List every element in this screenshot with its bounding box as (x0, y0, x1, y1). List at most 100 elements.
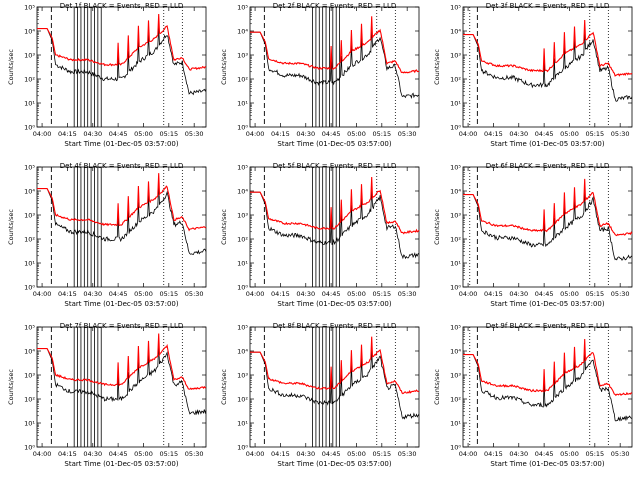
x-tick-label: 04:45 (535, 290, 554, 298)
x-tick-label: 05:30 (398, 450, 417, 458)
y-tick-label: 10⁰ (24, 124, 35, 132)
y-tick-label: 10⁵ (237, 4, 248, 12)
y-tick-label: 10⁰ (450, 444, 461, 452)
x-tick-label: 04:00 (33, 450, 52, 458)
y-tick-label: 10³ (24, 212, 35, 220)
detector-panel-9: Det 9f BLACK = Events, RED = LLD 10⁰ 10¹ 10… (426, 320, 639, 480)
lld-series-line (250, 176, 420, 235)
x-axis-label: Start Time (01-Dec-05 03:57:00) (64, 140, 178, 148)
x-tick-label: 05:30 (611, 290, 630, 298)
x-tick-label: 04:45 (109, 130, 128, 138)
x-tick-label: 05:30 (185, 450, 204, 458)
y-tick-label: 10² (450, 396, 461, 404)
detector-panel-7: Det 7f BLACK = Events, RED = LLD 10⁰ 10¹ 10… (0, 320, 213, 480)
panel-title: Det 5f BLACK = Events, RED = LLD (273, 162, 396, 170)
x-axis-label: Start Time (01-Dec-05 03:57:00) (277, 140, 391, 148)
y-tick-label: 10⁵ (24, 324, 35, 332)
x-tick-label: 05:30 (611, 450, 630, 458)
x-tick-label: 04:45 (535, 130, 554, 138)
detector-panel-8: Det 8f BLACK = Events, RED = LLD 10⁰ 10¹ 10… (213, 320, 426, 480)
y-tick-label: 10⁵ (237, 164, 248, 172)
lld-series-line (250, 336, 420, 395)
x-tick-label: 04:30 (509, 130, 528, 138)
x-axis-label: Start Time (01-Dec-05 03:57:00) (277, 460, 391, 468)
x-axis-label: Start Time (01-Dec-05 03:57:00) (490, 300, 604, 308)
detector-chart-4: Det 4f BLACK = Events, RED = LLD 10⁰ 10¹ 10… (7, 162, 207, 308)
detector-panel-1: Det 1f BLACK = Events, RED = LLD 10⁰ 10¹ 10… (0, 0, 213, 160)
plot-frame (462, 326, 633, 448)
x-tick-label: 04:15 (484, 450, 503, 458)
x-tick-label: 04:15 (58, 290, 77, 298)
x-tick-label: 04:45 (322, 130, 341, 138)
detector-chart-9: Det 9f BLACK = Events, RED = LLD 10⁰ 10¹ 10… (433, 322, 633, 468)
x-tick-label: 05:30 (185, 130, 204, 138)
x-tick-label: 04:15 (271, 130, 290, 138)
y-tick-label: 10² (237, 396, 248, 404)
x-tick-label: 05:30 (398, 290, 417, 298)
detector-chart-7: Det 7f BLACK = Events, RED = LLD 10⁰ 10¹ 10… (7, 322, 207, 468)
y-tick-label: 10³ (450, 52, 461, 60)
x-tick-label: 05:15 (159, 450, 178, 458)
x-tick-label: 05:00 (560, 450, 579, 458)
x-tick-label: 04:30 (83, 130, 102, 138)
x-tick-label: 04:30 (296, 130, 315, 138)
x-tick-label: 04:00 (33, 290, 52, 298)
detector-panel-4: Det 4f BLACK = Events, RED = LLD 10⁰ 10¹ 10… (0, 160, 213, 320)
y-axis-label: Counts/sec (7, 369, 15, 405)
y-tick-label: 10⁴ (450, 188, 461, 196)
y-tick-label: 10⁴ (24, 28, 35, 36)
events-series-line (250, 27, 420, 100)
events-series-line (37, 342, 207, 416)
x-tick-label: 04:15 (58, 450, 77, 458)
y-tick-label: 10¹ (450, 420, 461, 428)
x-axis-label: Start Time (01-Dec-05 03:57:00) (64, 460, 178, 468)
y-tick-label: 10¹ (237, 260, 248, 268)
x-tick-label: 04:00 (459, 450, 478, 458)
y-tick-label: 10⁴ (237, 28, 248, 36)
events-series-line (250, 187, 419, 260)
detector-chart-3: Det 3f BLACK = Events, RED = LLD 10⁰ 10¹ 10… (433, 2, 633, 148)
y-tick-label: 10² (24, 396, 35, 404)
panel-title: Det 4f BLACK = Events, RED = LLD (60, 162, 183, 170)
plot-frame (249, 166, 420, 288)
panel-title: Det 8f BLACK = Events, RED = LLD (273, 322, 396, 330)
x-tick-label: 04:45 (109, 450, 128, 458)
y-axis-label: Counts/sec (7, 209, 15, 245)
y-tick-label: 10⁴ (450, 348, 461, 356)
lld-series-line (463, 19, 633, 77)
x-tick-label: 05:30 (185, 290, 204, 298)
y-tick-label: 10⁴ (450, 28, 461, 36)
detector-chart-6: Det 6f BLACK = Events, RED = LLD 10⁰ 10¹ 10… (433, 162, 633, 308)
x-tick-label: 04:00 (459, 130, 478, 138)
plot-frame (462, 166, 633, 288)
detector-panel-6: Det 6f BLACK = Events, RED = LLD 10⁰ 10¹ 10… (426, 160, 639, 320)
y-tick-label: 10¹ (24, 420, 35, 428)
y-tick-label: 10⁵ (450, 164, 461, 172)
x-tick-label: 05:00 (347, 450, 366, 458)
lld-series-line (37, 333, 207, 390)
y-tick-label: 10⁴ (237, 348, 248, 356)
y-tick-label: 10⁰ (450, 284, 461, 292)
x-tick-label: 04:30 (83, 290, 102, 298)
panel-title: Det 3f BLACK = Events, RED = LLD (486, 2, 609, 10)
y-tick-label: 10³ (450, 212, 461, 220)
y-tick-label: 10⁵ (450, 324, 461, 332)
x-tick-label: 04:00 (33, 130, 52, 138)
x-tick-label: 05:15 (585, 450, 604, 458)
y-tick-label: 10⁵ (237, 324, 248, 332)
events-series-line (463, 29, 633, 102)
x-tick-label: 05:15 (372, 290, 391, 298)
lld-series-line (37, 13, 207, 71)
y-tick-label: 10¹ (237, 100, 248, 108)
x-tick-label: 04:15 (271, 290, 290, 298)
x-tick-label: 05:00 (347, 290, 366, 298)
y-tick-label: 10⁰ (450, 124, 461, 132)
plot-frame (249, 326, 420, 448)
panel-title: Det 1f BLACK = Events, RED = LLD (60, 2, 183, 10)
x-tick-label: 04:30 (83, 450, 102, 458)
y-axis-label: Counts/sec (220, 209, 228, 245)
plot-frame (36, 166, 207, 288)
detector-panel-5: Det 5f BLACK = Events, RED = LLD 10⁰ 10¹ 10… (213, 160, 426, 320)
events-series-line (250, 348, 420, 420)
